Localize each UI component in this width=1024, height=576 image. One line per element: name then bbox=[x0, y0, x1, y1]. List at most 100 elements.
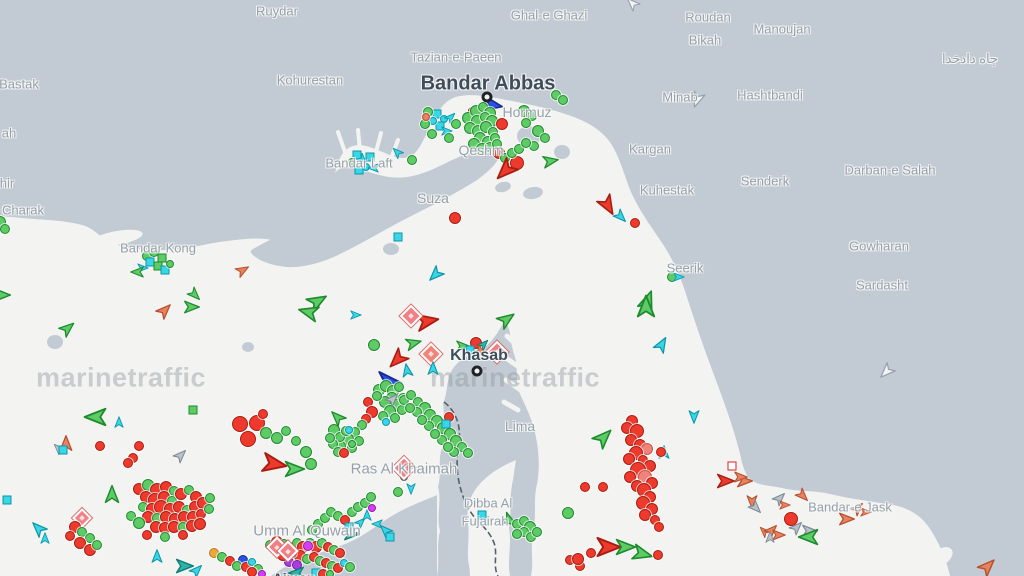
vessel-marker[interactable] bbox=[399, 362, 416, 379]
vessel-marker[interactable] bbox=[2, 495, 12, 505]
vessel-marker[interactable] bbox=[494, 306, 521, 333]
vessel-marker[interactable] bbox=[427, 129, 437, 139]
vessel-marker[interactable] bbox=[586, 548, 596, 558]
vessel-marker[interactable] bbox=[353, 514, 370, 531]
vessel-marker[interactable] bbox=[430, 429, 440, 439]
vessel-marker[interactable] bbox=[874, 360, 898, 384]
vessel-marker[interactable] bbox=[390, 413, 400, 423]
vessel-marker[interactable] bbox=[368, 339, 380, 351]
vessel-marker[interactable] bbox=[375, 520, 395, 540]
vessel-marker[interactable] bbox=[85, 533, 95, 543]
vessel-marker[interactable] bbox=[746, 498, 766, 518]
vessel-marker[interactable] bbox=[558, 95, 568, 105]
vessel-marker[interactable] bbox=[300, 446, 312, 458]
vessel-marker[interactable] bbox=[399, 395, 409, 405]
vessel-marker[interactable] bbox=[514, 144, 524, 154]
vessel-marker[interactable] bbox=[784, 512, 798, 526]
vessel-marker[interactable] bbox=[424, 421, 434, 431]
vessel-marker[interactable] bbox=[325, 405, 349, 429]
vessel-marker[interactable] bbox=[406, 390, 416, 400]
vessel-marker[interactable] bbox=[357, 420, 367, 430]
vessel-marker[interactable] bbox=[126, 511, 136, 521]
vessel-marker[interactable] bbox=[305, 458, 317, 470]
vessel-marker[interactable] bbox=[133, 517, 145, 529]
vessel-marker[interactable] bbox=[123, 458, 133, 468]
vessel-marker[interactable] bbox=[443, 442, 453, 452]
vessel-marker[interactable] bbox=[188, 405, 198, 415]
vessel-marker[interactable] bbox=[372, 391, 382, 401]
vessel-marker[interactable] bbox=[113, 416, 125, 428]
vessel-marker[interactable] bbox=[205, 493, 215, 503]
vessel-marker[interactable] bbox=[449, 447, 459, 457]
vessel-marker[interactable] bbox=[360, 498, 370, 508]
vessel-marker[interactable] bbox=[488, 154, 522, 188]
vessel-marker[interactable] bbox=[39, 532, 51, 544]
vessel-marker[interactable] bbox=[74, 537, 86, 549]
vessel-marker[interactable] bbox=[335, 432, 345, 442]
vessel-marker[interactable] bbox=[779, 499, 791, 511]
vessel-marker[interactable] bbox=[366, 492, 376, 502]
vessel-marker[interactable] bbox=[422, 113, 430, 121]
vessel-marker[interactable] bbox=[345, 426, 353, 434]
vessel-marker[interactable] bbox=[596, 534, 622, 560]
vessel-marker[interactable] bbox=[367, 162, 379, 174]
vessel-marker[interactable] bbox=[630, 218, 640, 228]
vessel-marker[interactable] bbox=[354, 165, 364, 175]
vessel-marker[interactable] bbox=[437, 435, 447, 445]
vessel-marker[interactable] bbox=[630, 541, 656, 567]
vessel-marker[interactable] bbox=[429, 117, 437, 125]
vessel-marker[interactable] bbox=[260, 427, 272, 439]
vessel-marker[interactable] bbox=[512, 529, 522, 539]
vessel-marker[interactable] bbox=[394, 382, 404, 392]
vessel-marker[interactable] bbox=[249, 415, 265, 431]
vessel-marker[interactable] bbox=[654, 522, 664, 532]
vessel-marker[interactable] bbox=[449, 212, 461, 224]
vessel-marker[interactable] bbox=[361, 509, 373, 521]
vessel-marker[interactable] bbox=[335, 548, 345, 558]
vessel-marker[interactable] bbox=[727, 461, 737, 471]
vessel-marker[interactable] bbox=[233, 260, 253, 280]
vessel-marker[interactable] bbox=[185, 285, 205, 305]
vessel-marker[interactable] bbox=[339, 448, 349, 458]
vessel-marker[interactable] bbox=[187, 560, 207, 576]
vessel-marker[interactable] bbox=[414, 307, 442, 335]
vessel-marker[interactable] bbox=[184, 299, 201, 316]
vessel-marker[interactable] bbox=[562, 507, 574, 519]
vessel-marker[interactable] bbox=[465, 345, 475, 355]
vessel-marker[interactable] bbox=[56, 316, 80, 340]
vessel-marker[interactable] bbox=[345, 562, 355, 572]
vessel-marker[interactable] bbox=[417, 415, 427, 425]
vessel-marker[interactable] bbox=[405, 483, 417, 495]
vessel-marker[interactable] bbox=[526, 532, 536, 542]
vessel-marker[interactable] bbox=[281, 426, 291, 436]
vessel-marker[interactable] bbox=[175, 556, 195, 575]
vessel-marker[interactable] bbox=[432, 109, 442, 119]
vessel-marker[interactable] bbox=[521, 138, 531, 148]
vessel-marker[interactable] bbox=[142, 530, 152, 540]
vessel-marker[interactable] bbox=[95, 441, 105, 451]
vessel-marker[interactable] bbox=[171, 445, 191, 465]
vessel-marker[interactable] bbox=[734, 470, 748, 484]
vessel-marker[interactable] bbox=[405, 403, 415, 413]
vessel-marker[interactable] bbox=[382, 345, 413, 376]
vessel-marker[interactable] bbox=[295, 299, 321, 325]
vessel-marker[interactable] bbox=[383, 389, 403, 409]
vessel-marker[interactable] bbox=[623, 453, 635, 465]
vessel-marker[interactable] bbox=[444, 133, 454, 143]
vessel-marker[interactable] bbox=[333, 563, 343, 573]
vessel-marker[interactable] bbox=[348, 440, 356, 448]
vessel-marker[interactable] bbox=[260, 449, 291, 480]
vessel-marker[interactable] bbox=[572, 553, 584, 565]
vessel-marker[interactable] bbox=[598, 482, 608, 492]
vessel-marker[interactable] bbox=[382, 418, 390, 426]
vessel-marker[interactable] bbox=[451, 119, 461, 129]
vessel-marker[interactable] bbox=[0, 224, 10, 234]
vessel-marker[interactable] bbox=[521, 118, 531, 128]
vessel-marker[interactable] bbox=[797, 526, 819, 548]
vessel-marker[interactable] bbox=[258, 409, 268, 419]
vessel-marker[interactable] bbox=[764, 531, 776, 543]
vessel-marker[interactable] bbox=[307, 525, 317, 535]
vessel-marker[interactable] bbox=[134, 441, 144, 451]
vessel-marker[interactable] bbox=[365, 152, 375, 162]
vessel-marker[interactable] bbox=[149, 247, 159, 257]
